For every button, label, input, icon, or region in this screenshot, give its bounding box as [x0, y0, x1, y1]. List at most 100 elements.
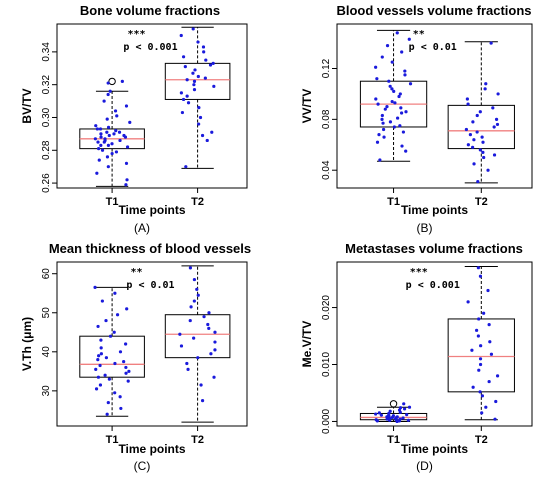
data-point — [385, 44, 390, 48]
data-point — [105, 130, 109, 134]
data-point — [481, 140, 485, 144]
data-point — [197, 106, 201, 110]
data-point — [482, 155, 486, 160]
x-tick-label: T2 — [191, 434, 204, 446]
data-point — [192, 299, 196, 303]
data-point — [125, 178, 129, 182]
data-point — [93, 137, 97, 141]
data-point — [466, 102, 470, 106]
x-tick-label: T2 — [475, 196, 488, 208]
y-tick-label: 0.26 — [41, 173, 52, 193]
data-point — [400, 111, 404, 115]
data-point — [206, 322, 210, 327]
data-point — [192, 277, 197, 282]
data-point — [114, 129, 118, 133]
data-point — [381, 121, 385, 125]
data-point — [479, 344, 483, 348]
data-point — [471, 145, 475, 149]
data-point — [486, 168, 490, 172]
box-iqr — [164, 62, 231, 100]
y-tick-label: 0.000 — [321, 408, 332, 433]
data-point — [94, 367, 98, 371]
data-point — [385, 105, 389, 109]
data-point — [118, 350, 123, 354]
data-point — [392, 125, 396, 129]
data-point — [396, 116, 400, 120]
data-point — [97, 354, 101, 358]
data-point — [195, 287, 199, 291]
p-value-text: p < 0.001 — [123, 42, 177, 53]
x-axis-label: Time points — [401, 203, 468, 217]
data-point — [199, 383, 203, 387]
data-point — [374, 97, 378, 101]
y-tick-label: 50 — [41, 307, 52, 319]
data-point — [383, 107, 387, 111]
data-point — [113, 291, 117, 295]
data-point — [374, 412, 378, 416]
data-point — [189, 305, 193, 309]
data-point — [124, 161, 129, 165]
data-point — [201, 45, 206, 49]
x-tick-label: T1 — [106, 196, 119, 208]
data-point — [477, 317, 481, 321]
data-point — [112, 330, 116, 334]
chart-panel-a: Bone volume fractions 0.26 0.28 0.30 0.32 0.3… — [20, 3, 248, 235]
data-point — [204, 58, 208, 62]
data-point — [392, 89, 396, 93]
data-point — [104, 356, 108, 360]
data-point — [99, 346, 103, 350]
data-point — [124, 342, 128, 346]
data-point — [94, 124, 98, 128]
data-point — [478, 362, 483, 367]
data-point — [98, 127, 103, 131]
y-axis-label: BV/TV — [20, 88, 34, 123]
p-value-text: p < 0.01 — [409, 42, 457, 53]
data-point — [380, 117, 384, 121]
data-point — [108, 89, 112, 93]
y-tick-label: 0.34 — [41, 42, 52, 62]
data-point — [99, 143, 103, 147]
x-tick-label: T1 — [387, 434, 400, 446]
data-point — [99, 135, 103, 139]
data-point — [471, 385, 475, 389]
data-point — [100, 299, 104, 303]
data-point — [119, 406, 123, 411]
data-point — [475, 113, 479, 118]
data-point — [95, 171, 99, 175]
x-tick-label: T2 — [191, 196, 204, 208]
data-point — [106, 165, 110, 169]
data-point — [104, 318, 108, 323]
data-point — [110, 142, 114, 146]
y-tick-label: 0.04 — [321, 160, 332, 180]
data-point — [478, 274, 483, 278]
data-point — [213, 348, 217, 352]
panel-caption: (A) — [134, 221, 150, 235]
data-point — [478, 357, 483, 361]
data-point — [472, 162, 476, 166]
data-point — [492, 125, 496, 129]
data-point — [102, 99, 106, 103]
x-tick-label: T1 — [106, 434, 119, 446]
data-point — [381, 127, 386, 132]
x-axis-label: Time points — [118, 442, 185, 456]
data-point — [480, 135, 484, 139]
data-point — [110, 151, 114, 156]
data-point — [387, 79, 391, 83]
data-point — [108, 334, 113, 338]
data-point — [96, 140, 100, 144]
data-point — [484, 405, 488, 409]
data-point — [96, 375, 101, 379]
data-point — [210, 130, 214, 134]
data-point — [97, 158, 101, 162]
data-point — [106, 92, 110, 97]
data-point — [208, 63, 213, 67]
box-iqr — [79, 335, 145, 378]
data-point — [114, 150, 119, 154]
plot-frame — [56, 261, 248, 427]
data-point — [398, 417, 402, 421]
data-point — [100, 148, 105, 152]
x-axis-label: Time points — [401, 442, 468, 456]
data-point — [484, 82, 488, 86]
plot-frame — [56, 23, 248, 189]
data-point — [106, 143, 110, 147]
